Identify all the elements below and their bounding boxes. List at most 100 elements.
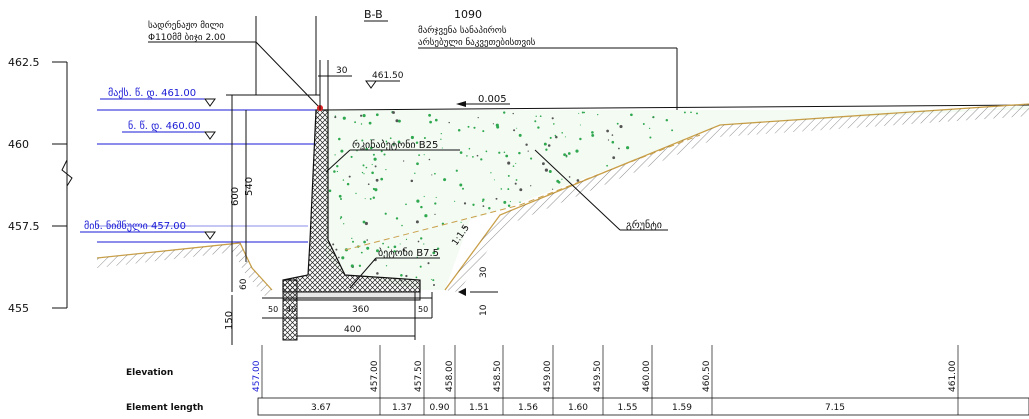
soil-dot [369, 146, 373, 150]
soil-dot [405, 238, 408, 241]
soil-dot [333, 170, 336, 173]
elevation-value: 457.00 [252, 360, 262, 392]
soil-dot [380, 150, 383, 153]
soil-dot [554, 134, 557, 137]
elevation-value: 458.00 [445, 360, 455, 392]
elevation-row-label: Elevation [126, 368, 173, 378]
soil-dot [513, 129, 516, 132]
soil-dot [606, 164, 608, 167]
soil-dot [401, 224, 403, 227]
length-value: 1.37 [392, 403, 412, 413]
soil-dot [418, 154, 421, 157]
soil-dot [393, 245, 397, 249]
soil-dot [373, 157, 377, 161]
soil-dot [457, 129, 461, 132]
soil-dot [360, 114, 363, 117]
soil-dot [375, 178, 379, 182]
soil-dot [385, 168, 387, 171]
soil-dot [420, 237, 423, 240]
soil-dot [578, 112, 580, 114]
soil-dot [368, 121, 372, 125]
soil-dot [423, 195, 425, 198]
soil-dot [503, 151, 506, 153]
soil-dot [591, 133, 595, 137]
soil-dot [415, 220, 419, 224]
soil-dot [397, 140, 401, 144]
soil-dot [399, 243, 401, 245]
soil-dot [665, 118, 669, 122]
slope-label: 0.005 [478, 94, 507, 105]
soil-dot [416, 162, 419, 166]
soil-dot [509, 201, 511, 203]
drain-pipe-label: სადრენაჟო მილი [148, 20, 224, 31]
soil-dot [454, 200, 456, 202]
normal-water-level-label: ნ. წ. დ. 460.00 [128, 120, 201, 132]
soil-dot [612, 156, 616, 160]
soil-dot [552, 188, 554, 190]
soil-dot [507, 188, 510, 191]
water-levels: მაქს. წ. დ. 461.00 ნ. წ. დ. 460.00 მინ. … [80, 87, 320, 243]
soil-dot [361, 171, 364, 174]
soil-dot [473, 126, 476, 129]
elevation-value: 459.50 [593, 360, 603, 392]
soil-dot [459, 183, 463, 187]
soil-dot [372, 153, 375, 156]
soil-dot [649, 136, 652, 139]
elevation-value: 460.50 [702, 360, 712, 392]
soil-dot [354, 121, 357, 124]
soil-dot [597, 113, 599, 116]
soil-dot [431, 174, 433, 176]
soil-dot [519, 201, 521, 203]
soil-dot [384, 212, 387, 215]
soil-dot [652, 116, 654, 119]
soil-dot [414, 172, 416, 175]
soil-dot [420, 205, 423, 209]
soil-dot [459, 151, 463, 154]
soil-dot [575, 149, 579, 153]
soil-dot [428, 113, 432, 117]
soil-dot [514, 182, 517, 185]
soil-dot [338, 194, 342, 198]
soil-dot [579, 124, 581, 126]
soil-dot [358, 264, 362, 267]
soil-dot [405, 203, 407, 206]
soil-dot [463, 202, 467, 205]
soil-dot [434, 118, 438, 122]
soil-dot [555, 135, 558, 139]
top-dimensions: 30 461.50 [318, 66, 404, 89]
soil-dot [591, 131, 594, 134]
soil-dot [460, 221, 462, 223]
soil-dot [423, 154, 425, 156]
soil-dot [696, 112, 698, 115]
soil-dot [332, 243, 335, 246]
soil-dot [493, 179, 495, 181]
soil-dot [385, 140, 388, 143]
soil-dot [472, 156, 474, 158]
soil-dot [397, 119, 401, 123]
soil-dot [482, 205, 485, 208]
elevation-value: 459.00 [543, 360, 553, 392]
soil-dot [527, 150, 529, 152]
soil-dot [392, 111, 395, 114]
fill-label: გრუნტი [626, 219, 662, 231]
soil-dot [355, 192, 357, 195]
soil-dot [642, 123, 645, 125]
soil-dot [362, 164, 365, 167]
soil-dot [534, 120, 537, 123]
soil-dot [393, 250, 396, 253]
elevation-value: 457.50 [414, 360, 424, 392]
soil-dot [375, 113, 379, 117]
soil-dot [618, 147, 620, 150]
length-value: 1.51 [469, 403, 489, 413]
soil-dot [360, 251, 363, 254]
dim-600: 600 [230, 187, 241, 206]
soil-dot [362, 220, 366, 224]
soil-dot [547, 144, 551, 147]
soil-dot [423, 136, 426, 140]
length-value: 1.59 [672, 403, 692, 413]
length-value: 0.90 [429, 403, 449, 413]
soil-dot [553, 123, 555, 125]
soil-dot [441, 147, 443, 149]
soil-dot [619, 125, 623, 129]
